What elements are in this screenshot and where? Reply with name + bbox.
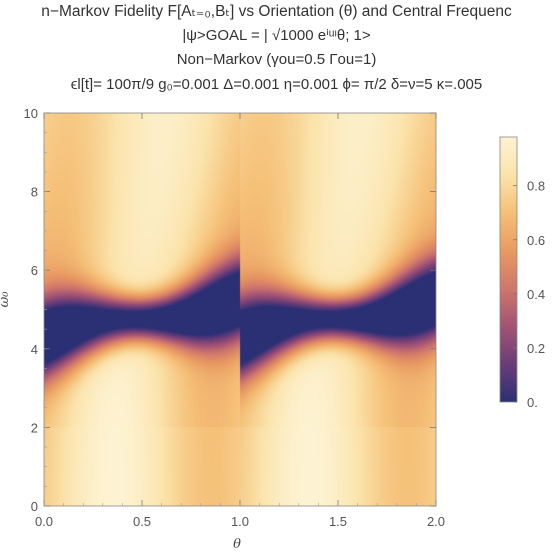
colorbar: 0. 0.2 0.4 0.6 0.8 [499, 136, 545, 410]
axes: 0.0 0.5 1.0 1.5 2.0 0 2 4 6 8 10 θ ω₀ [0, 106, 445, 552]
y-axis-label: ω₀ [0, 291, 12, 308]
y-tick-label: 2 [31, 420, 38, 435]
y-tick-label: 0 [31, 499, 38, 514]
colorbar-tick-label: 0.4 [527, 287, 545, 302]
chart-subtitle-goal-state: |ψ>GOAL = | √1000 eⁱᵘᶥθ; 1> [182, 27, 371, 44]
x-tick-label: 1.0 [231, 514, 249, 529]
y-tick-label: 6 [31, 263, 38, 278]
y-tick-label: 10 [24, 106, 38, 121]
x-tick-label: 0.0 [35, 514, 53, 529]
x-axis-label: θ [233, 537, 241, 552]
y-tick-label: 4 [31, 342, 38, 357]
chart-subtitle-model: Non−Markov (γou=0.5 Γou=1) [176, 51, 377, 68]
y-tick-label: 8 [31, 185, 38, 200]
colorbar-tick-label: 0. [527, 395, 538, 410]
colorbar-tick-label: 0.2 [527, 341, 545, 356]
chart-title: n−Markov Fidelity F[Aₜ₌₀,Bₜ] vs Orientat… [41, 3, 512, 20]
x-tick-label: 2.0 [427, 514, 445, 529]
x-tick-label: 0.5 [133, 514, 151, 529]
colorbar-tick-label: 0.6 [527, 233, 545, 248]
colorbar-bar [499, 136, 518, 403]
colorbar-tick-label: 0.8 [527, 179, 545, 194]
plot-area [44, 113, 436, 506]
heatmap-surface [44, 113, 436, 506]
chart-subtitle-parameters: ϵl[t]= 100π/9 g₀=0.001 Δ=0.001 η=0.001 ϕ… [70, 76, 483, 93]
x-tick-label: 1.5 [329, 514, 347, 529]
